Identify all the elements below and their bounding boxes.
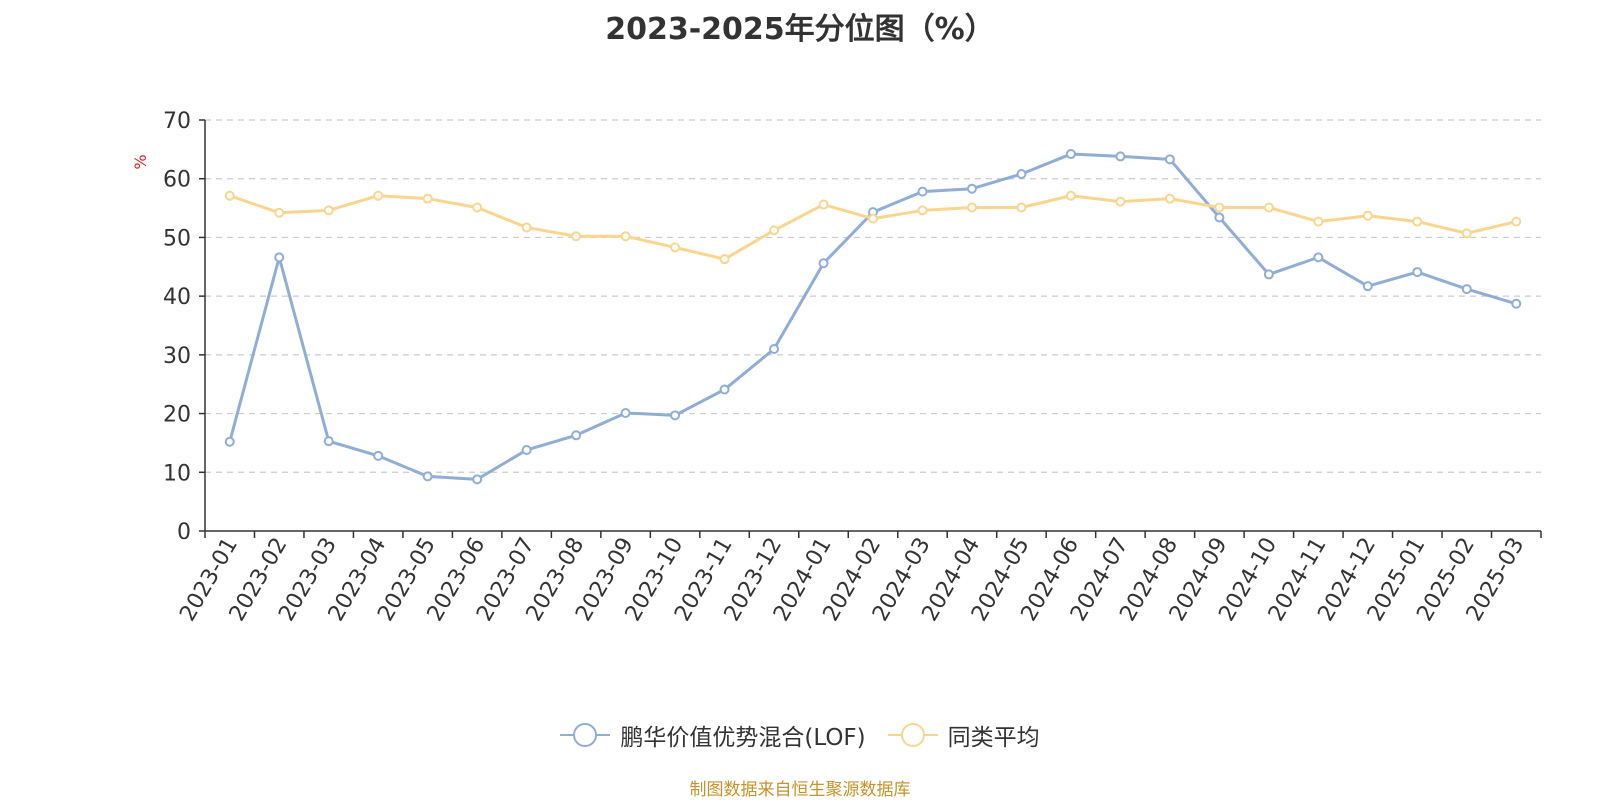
data-point <box>1065 149 1076 160</box>
data-point <box>917 186 928 197</box>
y-axis-unit-label: % <box>131 154 150 169</box>
data-point <box>274 207 285 218</box>
data-point <box>1263 269 1274 280</box>
data-point <box>670 410 681 421</box>
data-point <box>1164 154 1175 165</box>
data-point <box>1461 284 1472 295</box>
data-point <box>917 205 928 216</box>
data-point <box>472 474 483 485</box>
data-point <box>224 436 235 447</box>
data-point <box>670 242 681 253</box>
data-point <box>274 252 285 263</box>
legend: 鹏华价值优势混合(LOF) 同类平均 <box>0 718 1600 752</box>
data-point <box>966 202 977 213</box>
data-point <box>224 190 235 201</box>
source-note: 制图数据来自恒生聚源数据库 <box>689 780 911 800</box>
legend-item-fund[interactable]: 鹏华价值优势混合(LOF) <box>560 718 866 752</box>
legend-marker-fund <box>560 722 611 748</box>
data-point <box>1016 169 1027 180</box>
data-point <box>868 213 878 224</box>
data-point <box>571 430 582 441</box>
data-point <box>719 384 730 395</box>
legend-label-fund: 鹏华价值优势混合(LOF) <box>620 725 866 751</box>
y-tick-label: 10 <box>163 461 191 486</box>
data-point <box>1511 298 1522 309</box>
series-line <box>229 194 1517 261</box>
legend-label-peer-average: 同类平均 <box>947 725 1040 751</box>
data-point <box>620 407 631 418</box>
axes: 0102030405060702023-012023-022023-032023… <box>163 109 1542 626</box>
data-point <box>1313 216 1324 227</box>
data-point <box>1362 281 1373 292</box>
data-point <box>1214 202 1225 213</box>
data-point <box>571 231 582 242</box>
data-point <box>1065 190 1076 201</box>
legend-item-peer-average[interactable]: 同类平均 <box>887 718 1040 752</box>
data-point <box>472 202 483 213</box>
data-point <box>769 343 780 354</box>
data-point <box>1115 196 1126 207</box>
series-lines <box>224 149 1522 485</box>
data-point <box>1461 228 1472 239</box>
data-point <box>323 205 334 216</box>
series-line <box>228 152 1517 481</box>
y-tick-label: 40 <box>163 285 191 310</box>
data-point <box>966 183 977 194</box>
data-point <box>818 199 829 210</box>
data-point <box>769 225 780 236</box>
data-point <box>1313 252 1324 263</box>
data-point <box>422 193 433 204</box>
data-point <box>323 436 334 447</box>
data-point <box>1412 267 1423 278</box>
grid-lines <box>205 119 1541 473</box>
line-chart: 0102030405060702023-012023-022023-032023… <box>131 109 1542 626</box>
data-point <box>373 190 384 201</box>
y-tick-label: 30 <box>163 344 191 369</box>
data-point <box>1214 212 1225 223</box>
y-tick-label: 70 <box>163 109 191 134</box>
data-point <box>1164 193 1175 204</box>
data-point <box>521 444 532 455</box>
data-point <box>620 231 631 242</box>
legend-marker-peer-average <box>887 722 938 748</box>
data-point <box>1511 216 1522 227</box>
data-point <box>818 258 829 269</box>
data-point <box>1016 202 1027 213</box>
y-tick-label: 20 <box>163 403 191 428</box>
data-point <box>422 471 433 482</box>
data-point <box>1263 202 1274 213</box>
y-tick-label: 60 <box>163 168 191 193</box>
data-point <box>521 222 532 233</box>
data-point <box>1412 216 1423 227</box>
data-point <box>1362 210 1373 221</box>
series-0 <box>224 149 1522 485</box>
data-point <box>373 450 384 461</box>
data-point <box>1115 151 1126 162</box>
y-tick-label: 0 <box>177 520 191 545</box>
y-tick-label: 50 <box>163 226 191 251</box>
chart-title: 2023-2025年分位图（%） <box>605 12 995 47</box>
data-point <box>719 254 730 265</box>
series-1 <box>224 190 1522 265</box>
